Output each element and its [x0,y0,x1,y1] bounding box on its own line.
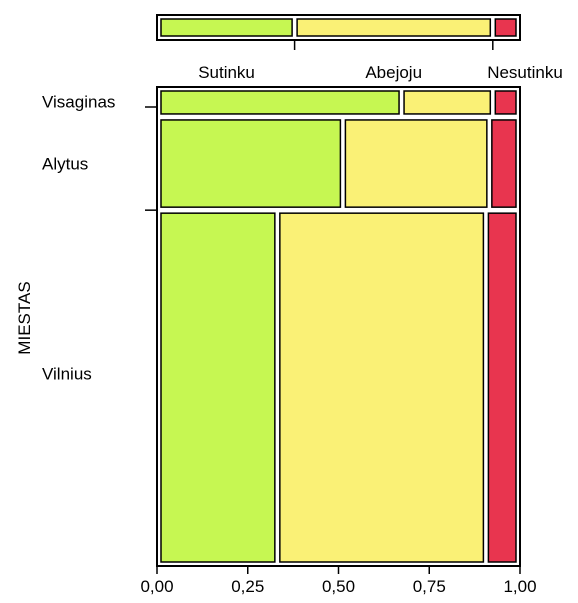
row-label-vilnius: Vilnius [42,365,92,384]
x-tick-label-0: 0,00 [140,577,173,596]
cell-visaginas-abejoju [403,90,492,115]
y-axis-title: MIESTAS [15,281,34,354]
cell-visaginas-sutinku [160,90,400,115]
cell-alytus-abejoju [344,119,488,208]
column-label-sutinku: Sutinku [198,63,255,82]
marginal-segment-sutinku [160,18,293,37]
column-labels: Sutinku Abejoju Nesutinku [198,63,563,82]
marginal-bar [156,14,521,50]
plot-frame [156,86,521,567]
column-label-nesutinku: Nesutinku [487,63,563,82]
cell-visaginas-nesutinku [494,90,517,115]
cell-alytus-nesutinku [491,119,517,208]
marginal-frame [156,14,521,41]
x-tick-label-3: 0,75 [413,577,446,596]
row-label-alytus: Alytus [42,155,88,174]
column-label-abejoju: Abejoju [365,63,422,82]
cell-vilnius-sutinku [160,212,276,563]
row-labels: Visaginas Alytus Vilnius [42,92,157,384]
x-tick-label-2: 0,50 [322,577,355,596]
x-tick-label-1: 0,25 [231,577,264,596]
marginal-segment-nesutinku [494,18,517,37]
x-axis: 0,00 0,25 0,50 0,75 1,00 [140,566,537,596]
cell-vilnius-abejoju [279,212,485,563]
cell-vilnius-nesutinku [487,212,517,563]
cell-alytus-sutinku [160,119,342,208]
x-tick-label-4: 1,00 [503,577,536,596]
marginal-segment-abejoju [296,18,492,37]
row-label-visaginas: Visaginas [42,92,115,111]
